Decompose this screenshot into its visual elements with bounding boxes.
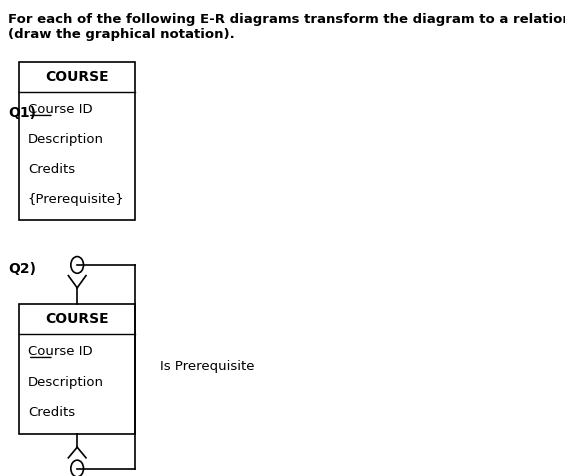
- Text: COURSE: COURSE: [45, 70, 109, 84]
- Text: Course ID: Course ID: [28, 103, 93, 116]
- FancyBboxPatch shape: [19, 62, 136, 220]
- Text: Q2): Q2): [8, 262, 36, 276]
- Text: Is Prerequisite: Is Prerequisite: [160, 360, 254, 373]
- Text: Description: Description: [28, 133, 104, 146]
- Text: Credits: Credits: [28, 406, 75, 419]
- Text: {Prerequisite}: {Prerequisite}: [28, 192, 124, 206]
- FancyBboxPatch shape: [19, 304, 136, 434]
- Text: For each of the following E-R diagrams transform the diagram to a relational sch: For each of the following E-R diagrams t…: [8, 13, 565, 41]
- Text: COURSE: COURSE: [45, 312, 109, 326]
- Text: Credits: Credits: [28, 163, 75, 176]
- Text: Course ID: Course ID: [28, 346, 93, 358]
- Text: Description: Description: [28, 376, 104, 389]
- Text: Q1): Q1): [8, 106, 36, 120]
